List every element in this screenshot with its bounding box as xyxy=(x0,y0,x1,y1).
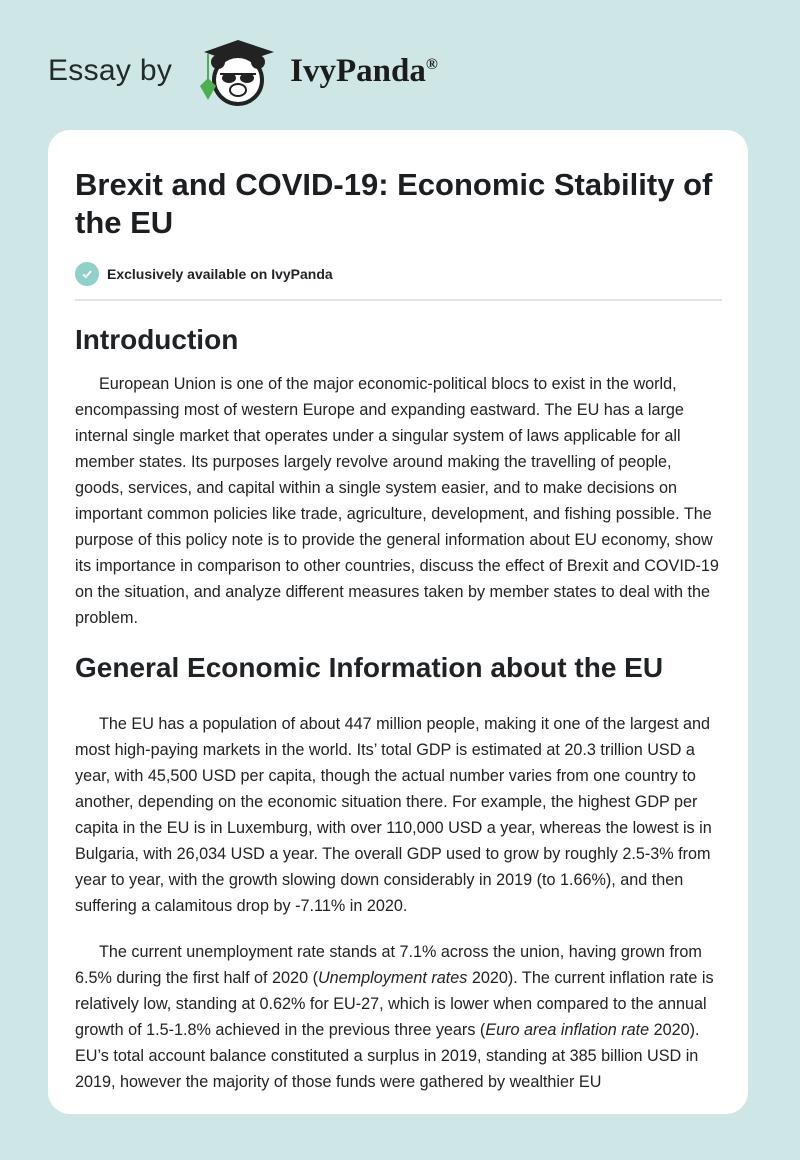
divider xyxy=(75,299,722,301)
paragraph: European Union is one of the major econo… xyxy=(75,375,719,627)
brand-text: IvyPanda xyxy=(290,52,426,89)
section-heading: General Economic Information about the E… xyxy=(75,652,664,683)
registered-mark: ® xyxy=(425,55,438,73)
article-title: Brexit and COVID-19: Economic Stability … xyxy=(75,167,713,240)
article-card: Brexit and COVID-19: Economic Stability … xyxy=(48,130,748,1114)
ivypanda-logo-icon[interactable] xyxy=(194,36,280,106)
brand-name: IvyPanda® xyxy=(290,53,438,90)
exclusive-text: Exclusively available on IvyPanda xyxy=(107,266,333,282)
text: 2020). The current inflation rate is rel… xyxy=(75,969,714,1039)
paragraph: The EU has a population of about 447 mil… xyxy=(75,715,712,915)
essay-by-label: Essay by xyxy=(48,54,173,87)
text: The current unemployment rate stands at … xyxy=(75,943,702,987)
citation: Euro area inflation rate xyxy=(485,1021,650,1039)
section-heading: Introduction xyxy=(75,324,239,355)
site-header: Essay by IvyPanda® xyxy=(48,36,438,106)
text: 2020). EU’s total account balance consti… xyxy=(75,1021,700,1091)
exclusive-badge: Exclusively available on IvyPanda xyxy=(75,262,722,286)
check-icon xyxy=(75,262,99,286)
citation: Unemployment rates xyxy=(317,969,468,987)
paragraph: The current unemployment rate stands at … xyxy=(75,939,722,1095)
